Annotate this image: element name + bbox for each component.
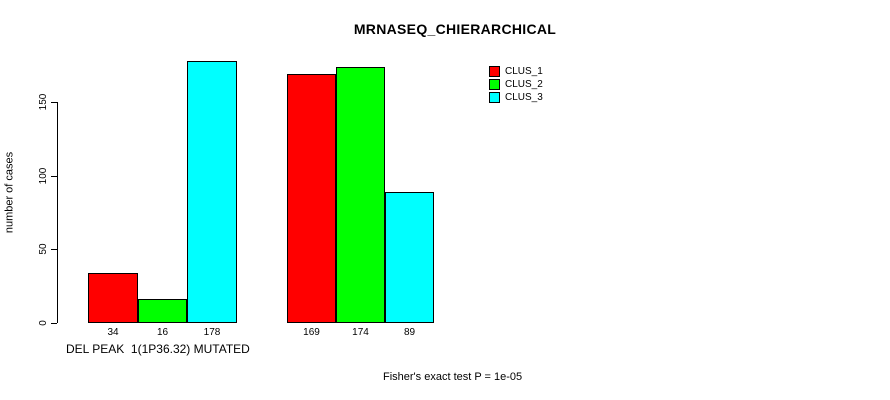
bar-clus_2-group1: [138, 299, 187, 323]
bar-value-clus_1-group1: 34: [107, 327, 119, 338]
legend-swatch-clus_3: [489, 92, 500, 103]
y-axis-label: number of cases: [3, 151, 16, 234]
y-axis-line: [57, 102, 58, 323]
legend-swatch-clus_2: [489, 79, 500, 90]
bar-clus_3-group2: [385, 192, 434, 323]
bar-clus_1-group1: [88, 273, 138, 323]
bar-clus_1-group2: [287, 74, 336, 323]
bar-value-clus_2-group1: 16: [156, 327, 169, 338]
bar-value-clus_3-group1: 178: [203, 327, 221, 338]
bar-value-clus_1-group2: 169: [303, 327, 320, 338]
bar-clus_3-group1: [187, 61, 237, 323]
y-tick-150: [51, 102, 57, 103]
legend-row-clus_2: CLUS_2: [489, 78, 543, 91]
legend-label-clus_3: CLUS_3: [505, 92, 543, 103]
legend: CLUS_1 CLUS_2 CLUS_3: [489, 65, 543, 104]
bar-value-clus_2-group2: 174: [352, 327, 369, 338]
y-tick-label-150: 150: [38, 93, 49, 111]
legend-row-clus_3: CLUS_3: [489, 91, 543, 104]
y-tick-100: [51, 176, 57, 177]
legend-label-clus_2: CLUS_2: [505, 79, 543, 90]
chart-title: MRNASEQ_CHIERARCHICAL: [353, 21, 557, 37]
legend-label-clus_1: CLUS_1: [505, 66, 543, 77]
y-tick-50: [51, 249, 57, 250]
y-tick-label-0: 0: [38, 320, 49, 326]
x-axis-group-label: DEL PEAK 1(1P36.32) MUTATED: [66, 342, 250, 356]
legend-swatch-clus_1: [489, 66, 500, 77]
y-tick-0: [51, 323, 57, 324]
fisher-test-note: Fisher's exact test P = 1e-05: [383, 371, 523, 383]
legend-row-clus_1: CLUS_1: [489, 65, 543, 78]
y-tick-label-50: 50: [38, 243, 49, 255]
y-tick-label-100: 100: [38, 167, 49, 185]
bar-clus_2-group2: [336, 67, 385, 323]
bar-value-clus_3-group2: 89: [403, 327, 416, 338]
